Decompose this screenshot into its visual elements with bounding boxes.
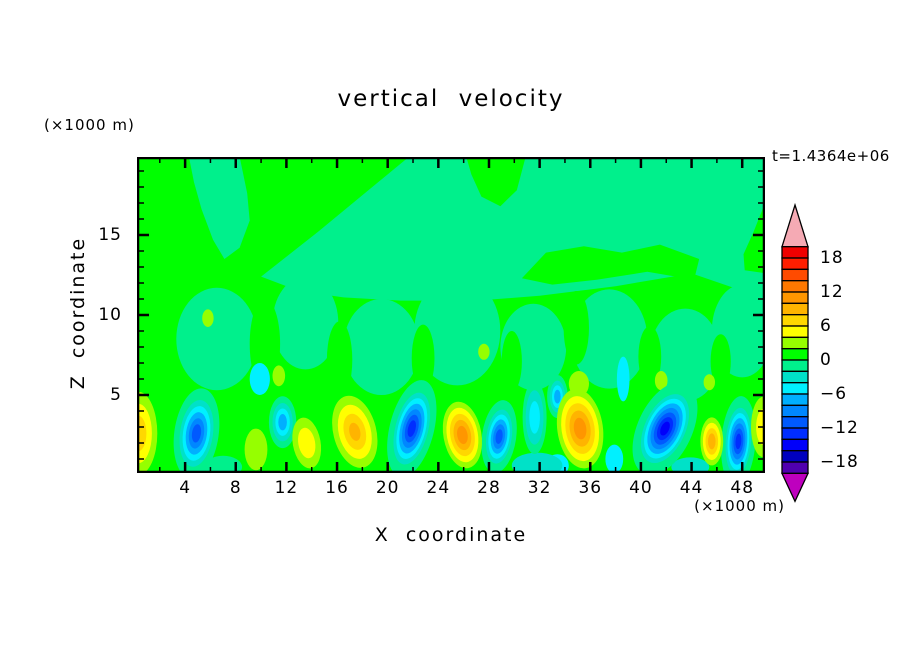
colorbar-tick-label: −6 bbox=[820, 384, 848, 405]
x-tick-label: 32 bbox=[527, 478, 552, 498]
negative-patch bbox=[649, 308, 721, 402]
downdraft-contour bbox=[735, 433, 742, 450]
colorbar-box bbox=[781, 314, 809, 327]
colorbar-box bbox=[781, 370, 809, 384]
chart-title: vertical velocity bbox=[337, 86, 565, 112]
x-tick-label: 8 bbox=[229, 478, 242, 498]
colorbar-tick-label: 12 bbox=[820, 282, 844, 303]
green-island bbox=[466, 157, 526, 207]
negative-patch bbox=[343, 299, 420, 395]
downdraft-contour bbox=[529, 401, 540, 434]
x-tick-label: 48 bbox=[730, 478, 755, 498]
colorbar-tick-label: −12 bbox=[820, 418, 859, 439]
colorbar-scale bbox=[780, 202, 810, 503]
contour-speck bbox=[703, 374, 715, 391]
updraft-column bbox=[501, 331, 522, 392]
z-tick-label: 15 bbox=[98, 225, 122, 245]
x-tick-label: 12 bbox=[274, 478, 299, 498]
x-tick-label: 40 bbox=[629, 478, 653, 498]
colorbar-tick-label: 6 bbox=[820, 316, 832, 337]
updraft-column bbox=[563, 291, 589, 365]
updraft-contour bbox=[298, 427, 316, 459]
colorbar-box bbox=[781, 280, 809, 293]
colorbar-box bbox=[781, 393, 809, 407]
green-island bbox=[743, 203, 765, 274]
colorbar-over-arrow bbox=[781, 202, 809, 248]
colorbar bbox=[770, 200, 830, 512]
downdraft-contour bbox=[407, 420, 417, 437]
x-axis-label: X coordinate bbox=[374, 524, 528, 546]
negative-region bbox=[188, 157, 250, 259]
colorbar-under-arrow bbox=[780, 472, 810, 503]
updraft-contour bbox=[244, 428, 268, 471]
x-tick-label: 16 bbox=[325, 478, 349, 498]
plot-area bbox=[137, 157, 765, 473]
x-tick-label: 28 bbox=[477, 478, 501, 498]
green-island bbox=[521, 244, 700, 285]
contour-speck bbox=[605, 444, 624, 473]
contour-speck bbox=[511, 452, 563, 473]
updraft-column bbox=[326, 321, 353, 399]
colorbar-tick-label: −18 bbox=[820, 452, 859, 473]
contour-speck bbox=[202, 309, 214, 327]
contour-speck bbox=[272, 365, 286, 387]
x-tick-label: 36 bbox=[578, 478, 603, 498]
negative-patch bbox=[414, 276, 501, 386]
colorbar-box bbox=[781, 404, 809, 418]
z-tick-label: 10 bbox=[98, 305, 122, 325]
negative-patch bbox=[272, 276, 339, 370]
updraft-contour bbox=[573, 417, 587, 440]
x-tick-label: 24 bbox=[426, 478, 451, 498]
time-annotation: t=1.4364e+06 bbox=[772, 147, 890, 165]
colorbar-tick-label: 0 bbox=[820, 350, 832, 371]
colorbar-box bbox=[781, 427, 809, 441]
contour-speck bbox=[249, 363, 270, 395]
negative-patch bbox=[176, 287, 258, 391]
x-tick-label: 4 bbox=[179, 478, 192, 498]
y-axis-units-label: (×1000 m) bbox=[44, 116, 135, 134]
contour-field bbox=[137, 157, 765, 473]
downdraft-contour bbox=[495, 429, 503, 444]
colorbar-box bbox=[781, 257, 809, 271]
z-tick-label: 5 bbox=[110, 385, 122, 405]
x-tick-label: 44 bbox=[679, 478, 704, 498]
colorbar-box bbox=[781, 336, 809, 350]
colorbar-box bbox=[781, 461, 809, 475]
updraft-column bbox=[411, 324, 435, 392]
contour-speck bbox=[616, 356, 630, 402]
updraft-column bbox=[710, 334, 731, 389]
downdraft-contour bbox=[660, 421, 670, 436]
updraft-contour bbox=[708, 433, 716, 450]
x-axis-units-label: (×1000 m) bbox=[694, 497, 785, 515]
colorbar-box bbox=[781, 291, 809, 305]
colorbar-box bbox=[781, 268, 809, 282]
negative-patch bbox=[571, 289, 648, 389]
downdraft-contour bbox=[278, 414, 287, 431]
downdraft-contour bbox=[191, 424, 202, 443]
colorbar-box bbox=[781, 359, 809, 373]
colorbar-box bbox=[781, 302, 809, 316]
colorbar-box bbox=[781, 348, 809, 361]
plot-border bbox=[137, 157, 765, 473]
downdraft-contour bbox=[554, 389, 561, 404]
x-tick-label: 20 bbox=[375, 478, 400, 498]
contour-speck bbox=[478, 343, 490, 360]
colorbar-box bbox=[781, 450, 809, 463]
colorbar-box bbox=[781, 325, 809, 339]
contour-speck bbox=[671, 457, 710, 473]
colorbar-box bbox=[781, 416, 809, 429]
colorbar-box bbox=[781, 246, 809, 259]
contour-speck bbox=[204, 455, 243, 473]
updraft-contour bbox=[349, 422, 361, 441]
updraft-column bbox=[638, 326, 662, 387]
contour-speck bbox=[654, 371, 668, 391]
updraft-contour bbox=[457, 425, 468, 445]
colorbar-box bbox=[781, 438, 809, 452]
colorbar-tick-label: 18 bbox=[820, 248, 844, 269]
colorbar-box bbox=[781, 382, 809, 395]
